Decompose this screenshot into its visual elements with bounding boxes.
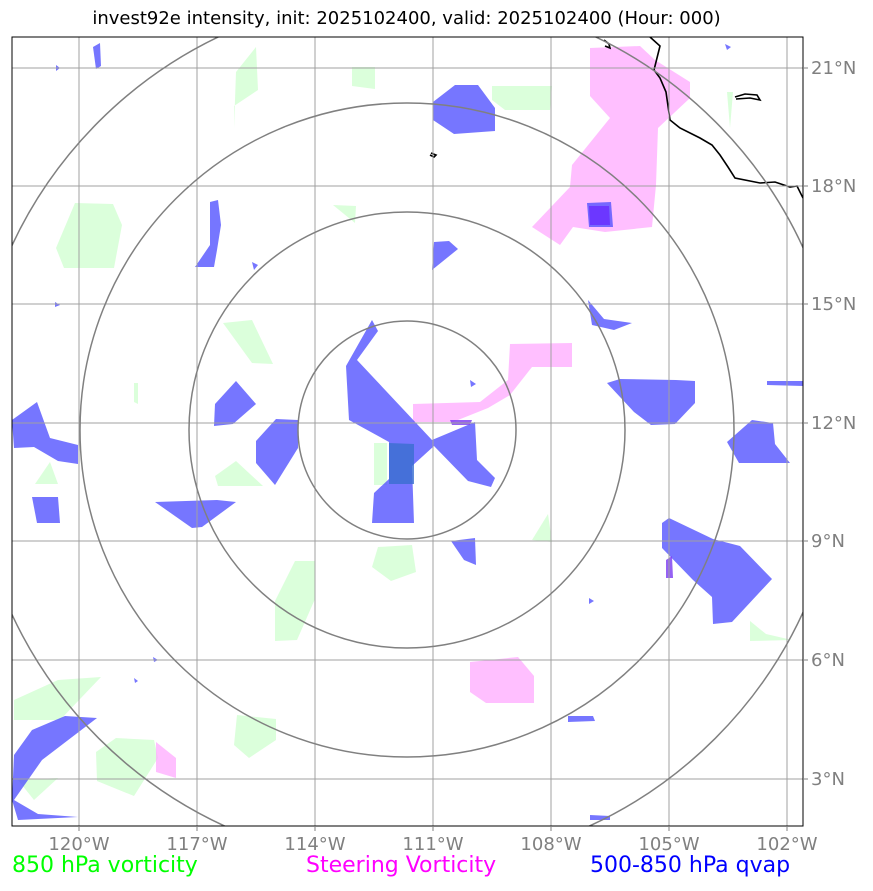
steering-vorticity-shading [156, 46, 690, 778]
lon-label: 102°W [756, 834, 817, 855]
range-ring-1 [297, 320, 517, 540]
legend-vorticity-850: 850 hPa vorticity [12, 853, 198, 878]
lon-label: 111°W [402, 834, 463, 855]
range-ring-3 [79, 102, 735, 758]
lon-label: 105°W [638, 834, 699, 855]
lon-label: 108°W [520, 834, 581, 855]
plot-frame [11, 36, 804, 827]
lat-label: 3°N [811, 769, 845, 790]
lat-label: 15°N [811, 294, 856, 315]
graticule [12, 37, 803, 826]
lat-label: 9°N [811, 531, 845, 552]
lat-label: 21°N [811, 58, 856, 79]
lon-label: 114°W [284, 834, 345, 855]
legend-qvap: 500-850 hPa qvap [590, 853, 791, 878]
lon-axis: 120°W 117°W 114°W 111°W 108°W 105°W 102°… [48, 826, 818, 855]
vorticity-850-shading [14, 47, 792, 800]
range-ring-2 [188, 211, 626, 649]
coastline [429, 37, 803, 199]
overlap-shading [389, 206, 673, 578]
map-title: invest92e intensity, init: 2025102400, v… [92, 8, 721, 29]
map-layers [12, 37, 803, 826]
qvap-shading [12, 43, 803, 820]
lat-label: 18°N [811, 176, 856, 197]
lon-label: 117°W [166, 834, 227, 855]
lon-label: 120°W [48, 834, 109, 855]
legend-steering-vorticity: Steering Vorticity [306, 853, 497, 878]
lat-label: 12°N [811, 413, 856, 434]
lat-label: 6°N [811, 650, 845, 671]
range-rings [12, 37, 803, 826]
lat-axis: 21°N 18°N 15°N 12°N 9°N 6°N 3°N [803, 58, 856, 790]
